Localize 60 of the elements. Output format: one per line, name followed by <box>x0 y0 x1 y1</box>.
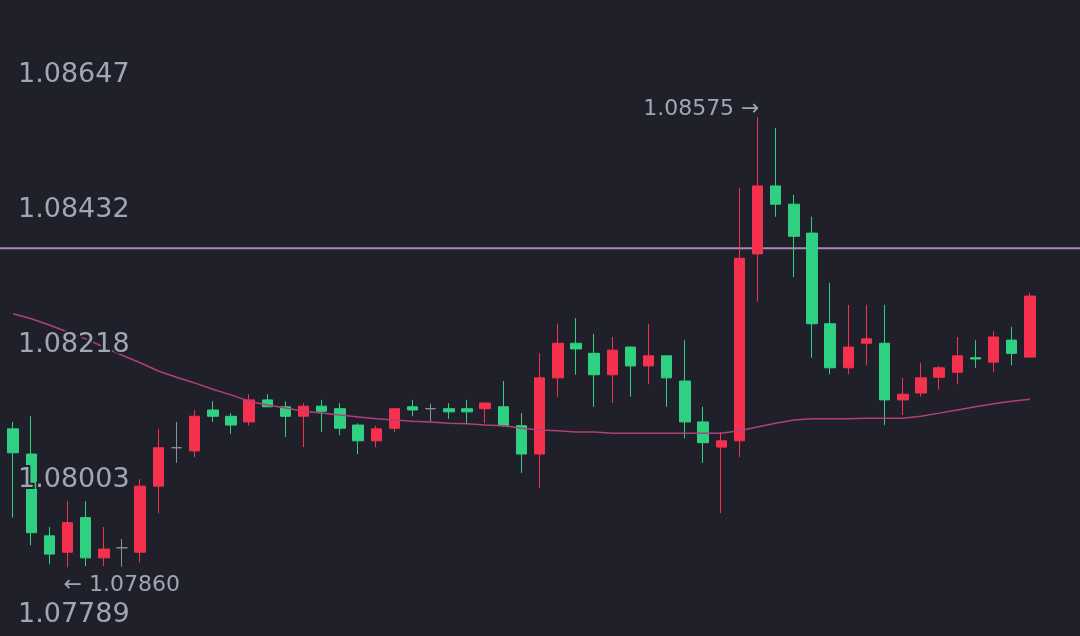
candlestick <box>62 500 73 568</box>
candlestick <box>933 365 945 391</box>
candlestick <box>243 393 255 427</box>
candlestick <box>643 323 654 385</box>
candlestick <box>607 336 618 404</box>
candlestick <box>407 399 418 417</box>
candlestick <box>952 336 963 385</box>
candlestick <box>788 194 800 278</box>
line-series <box>12 312 1031 435</box>
candlestick <box>171 421 182 464</box>
candlestick <box>498 380 509 428</box>
candlestick <box>334 402 346 436</box>
candlestick <box>915 362 927 398</box>
candlestick <box>534 352 545 489</box>
candlestick <box>479 402 491 424</box>
candlestick <box>824 282 836 375</box>
candlestick <box>316 399 327 433</box>
candlestick <box>988 330 999 373</box>
candlestick <box>806 216 818 359</box>
candlestick <box>352 422 364 455</box>
y-tick-label: 1.08432 <box>18 191 130 223</box>
y-tick-label: 1.07789 <box>18 596 130 628</box>
candlestick <box>552 323 564 398</box>
candlestick <box>516 412 527 474</box>
candlestick <box>389 408 400 433</box>
candlestick <box>861 304 872 366</box>
candlestick <box>298 402 309 448</box>
candlestick <box>44 526 55 565</box>
candlestick <box>1006 326 1017 366</box>
annotation: ← 1.07860 <box>63 570 180 596</box>
candlestick <box>970 339 981 369</box>
candlestick <box>661 355 672 408</box>
candlestick <box>134 478 146 563</box>
candlestick <box>879 304 890 426</box>
candlestick <box>570 317 582 376</box>
candlestick <box>116 538 128 568</box>
annotation: 1.08575 → <box>643 94 760 120</box>
candlestick <box>207 400 219 423</box>
candlestick <box>588 333 600 408</box>
candlestick <box>153 428 164 514</box>
candlestick <box>98 526 110 567</box>
candlestick <box>697 406 709 464</box>
candlestick <box>443 402 455 420</box>
candlestick <box>189 409 200 458</box>
candlestick <box>734 187 745 458</box>
candlestick <box>770 127 781 218</box>
candlestick <box>461 399 473 424</box>
candlestick <box>625 346 636 398</box>
y-tick-label: 1.08647 <box>18 56 130 88</box>
candlestick <box>7 421 19 519</box>
candlestick <box>897 377 909 416</box>
candlestick <box>716 431 727 514</box>
candlestick <box>1024 292 1036 359</box>
candlestick <box>752 116 763 303</box>
candlestick <box>225 412 237 435</box>
candlestick <box>425 403 436 423</box>
candlestick <box>80 500 91 567</box>
candlestick <box>679 339 691 439</box>
candlestick <box>843 304 854 375</box>
candlestick <box>371 425 382 448</box>
